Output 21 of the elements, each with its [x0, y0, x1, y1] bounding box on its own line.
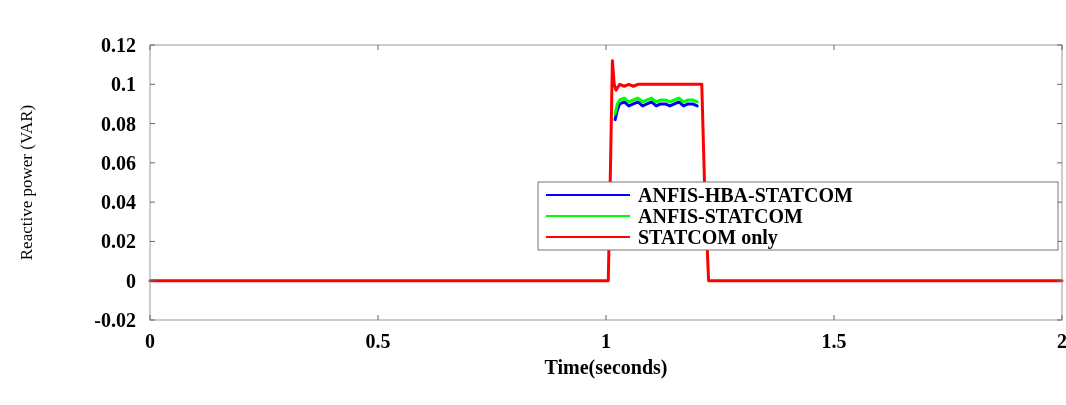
y-tick-label: 0.12 — [101, 34, 136, 56]
y-tick-label: -0.02 — [94, 309, 136, 331]
y-axis-title: Reactive power (VAR) — [17, 104, 36, 261]
y-tick-label: 0.02 — [101, 230, 136, 253]
y-tick-label: 0.1 — [111, 73, 136, 96]
line-series — [613, 96, 699, 116]
y-tick-label: 0.06 — [101, 151, 136, 174]
legend-label: ANFIS-STATCOM — [638, 205, 803, 227]
line-series — [148, 59, 1064, 283]
legend-label: STATCOM only — [638, 226, 778, 249]
x-axis-title: Time(seconds) — [544, 356, 668, 379]
x-tick-label: 0.5 — [365, 330, 391, 352]
y-tick-label: 0.08 — [101, 112, 136, 135]
legend-label: ANFIS-HBA-STATCOM — [638, 184, 853, 206]
x-tick-label: 2 — [1057, 330, 1066, 352]
line-series — [613, 100, 699, 122]
x-tick-label: 1.5 — [821, 330, 847, 352]
y-tick-label: 0.04 — [101, 191, 136, 214]
x-tick-label: 0 — [145, 330, 155, 352]
x-tick-label: 1 — [601, 330, 611, 352]
y-tick-label: 0 — [126, 269, 136, 292]
